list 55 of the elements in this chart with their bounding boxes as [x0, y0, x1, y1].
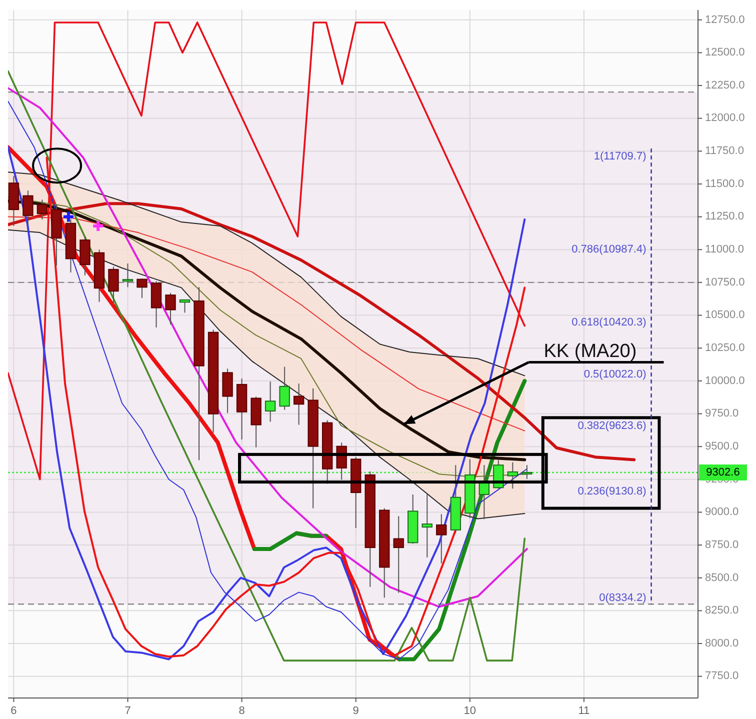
- candlestick: [122, 263, 134, 288]
- annotation: 0(8334.2): [599, 592, 646, 604]
- x-tick-label: 7: [124, 705, 131, 717]
- y-tick-label: 12750.0: [705, 14, 745, 26]
- y-tick-label: 11000.0: [705, 244, 744, 256]
- y-tick-label: 10500.0: [705, 309, 745, 322]
- line-series: [8, 172, 526, 376]
- annotation: 0.236(9130.8): [578, 486, 646, 498]
- ref-line-label: 9302.6: [706, 466, 740, 478]
- candlestick: [179, 299, 190, 314]
- candlestick: [22, 190, 34, 225]
- candlestick: [222, 368, 233, 414]
- candlestick: [393, 516, 404, 594]
- y-tick-label: 10250.0: [705, 342, 745, 354]
- annotation: 0.5(10022.0): [584, 368, 646, 381]
- annotation: 0.786(10987.4): [572, 243, 646, 256]
- y-tick-label: 10000.0: [705, 374, 745, 387]
- x-tick-label: 6: [10, 705, 17, 717]
- y-tick-label: 8000.0: [705, 637, 739, 650]
- x-tick-label: 10: [464, 705, 476, 717]
- y-tick-label: 8250.0: [705, 604, 739, 617]
- line-series: [397, 378, 527, 662]
- candlestick: [264, 381, 276, 422]
- candlestick: [165, 292, 176, 325]
- candlestick: [293, 383, 304, 426]
- line-series: [8, 229, 526, 520]
- line-series: [8, 216, 526, 432]
- x-tick-label: 11: [578, 705, 590, 717]
- candlestick: [507, 462, 518, 490]
- y-tick-label: 9750.0: [705, 408, 739, 420]
- x-tick-label: 8: [238, 705, 245, 717]
- candlestick: [478, 464, 490, 520]
- y-tick-label: 10750.0: [705, 276, 745, 288]
- annotation: 1(11709.7): [594, 150, 646, 162]
- candlestick: [136, 278, 148, 298]
- y-tick-label: 9500.0: [705, 440, 739, 452]
- y-tick-label: 8750.0: [705, 538, 739, 551]
- y-tick-label: 11250.0: [705, 210, 744, 223]
- y-tick-label: 9000.0: [705, 506, 739, 518]
- candlestick: [108, 266, 119, 306]
- y-tick-label: 12000.0: [705, 112, 745, 124]
- y-tick-label: 12500.0: [705, 46, 745, 59]
- y-tick-label: 11750.0: [705, 145, 744, 158]
- y-tick-label: 8500.0: [705, 572, 739, 584]
- x-tick-label: 9: [352, 705, 359, 717]
- annotation: 0.618(10420.3): [572, 316, 646, 328]
- annotation: 0.382(9623.6): [578, 420, 646, 432]
- annotation: KK (MA20): [544, 341, 637, 362]
- y-tick-label: 7750.0: [705, 670, 739, 682]
- y-tick-label: 11500.0: [705, 178, 744, 190]
- candlestick: [422, 494, 432, 558]
- candlestick: [436, 514, 447, 564]
- candlestick: [279, 366, 290, 410]
- candlestick: [36, 199, 48, 220]
- y-tick-label: 12250.0: [705, 79, 745, 92]
